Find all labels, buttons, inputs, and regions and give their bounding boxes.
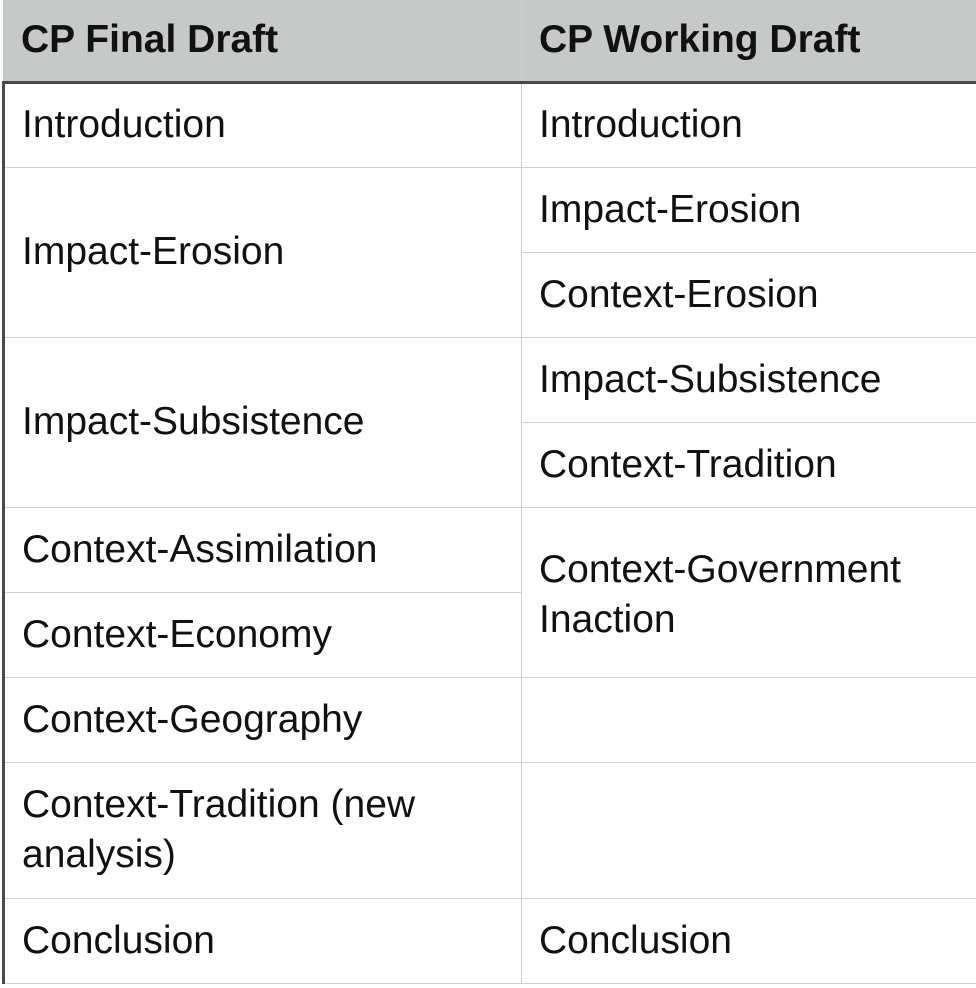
header-final-draft: CP Final Draft (3, 0, 522, 84)
working-draft-cell: Impact-Erosion (521, 167, 976, 253)
final-draft-cell: Conclusion (2, 898, 522, 984)
final-draft-cell: Context-Assimilation (2, 507, 522, 593)
final-draft-cell: Introduction (2, 82, 522, 168)
table-row: Context-Erosion (4, 252, 976, 338)
table-row: Impact-Erosion Impact-Erosion (2, 167, 976, 338)
working-draft-cell: Impact-Subsistence (521, 337, 976, 423)
header-row: CP Final Draft CP Working Draft (3, 0, 976, 84)
working-draft-empty-cell (521, 762, 976, 899)
final-draft-cell: Impact-Erosion (2, 167, 522, 338)
final-draft-cell: Impact-Subsistence (2, 337, 522, 508)
table-row: Context-Tradition (new analysis) (2, 762, 976, 899)
table-row: Impact-Subsistence Impact-Subsistence (2, 337, 976, 508)
working-draft-cell: Context-Government Inaction (521, 507, 976, 678)
header-working-draft: CP Working Draft (521, 0, 976, 84)
working-draft-cell: Context-Erosion (521, 252, 976, 338)
final-draft-cell: Context-Geography (2, 677, 522, 763)
table-row: Context-Assimilation Context-Government … (2, 507, 976, 678)
working-draft-cell: Introduction (521, 82, 976, 168)
working-draft-cell: Conclusion (521, 898, 976, 984)
working-draft-empty-cell (521, 677, 976, 763)
table-row: Context-Tradition (4, 422, 976, 508)
table-row: Introduction Introduction (2, 82, 976, 168)
final-draft-cell: Context-Tradition (new analysis) (2, 762, 522, 899)
table-row: Context-Economy (2, 592, 976, 678)
table-row: Context-Geography (2, 677, 976, 763)
final-draft-cell: Context-Economy (2, 592, 522, 678)
table-row: Conclusion Conclusion (2, 898, 976, 984)
working-draft-cell: Context-Tradition (521, 422, 976, 508)
